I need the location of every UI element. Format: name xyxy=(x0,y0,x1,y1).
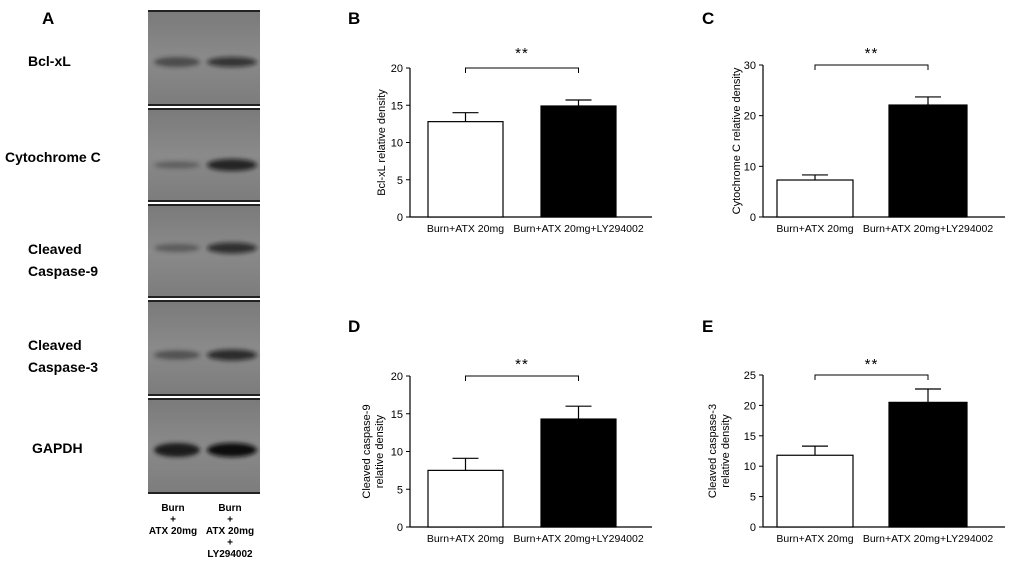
band-lane-1 xyxy=(154,443,200,457)
panel-letter-b: B xyxy=(348,9,360,28)
blot-label-bcl-xl: Bcl-xL xyxy=(28,53,71,69)
blot-label-cleaved-caspase-3: Caspase-3 xyxy=(28,359,98,375)
y-axis-label: Bcl-xL relative density xyxy=(376,89,388,196)
lane-label-2: ATX 20mg xyxy=(206,526,254,537)
bar-burn-atx xyxy=(776,179,854,218)
lane-label-1: Burn xyxy=(161,503,184,514)
x-category-label: Burn+ATX 20mg xyxy=(427,533,504,545)
lane-label-1: ATX 20mg xyxy=(149,526,197,537)
y-tick-label: 5 xyxy=(750,492,756,504)
y-tick-label: 15 xyxy=(744,431,756,443)
band-lane-1 xyxy=(154,244,200,252)
blot-label-cytochrome-c: Cytochrome C xyxy=(5,149,101,165)
x-category-label: Burn+ATX 20mg xyxy=(776,223,853,235)
panel-letter-c: C xyxy=(702,9,714,28)
bar-burn-atx-ly294002 xyxy=(540,418,617,528)
y-tick-label: 15 xyxy=(391,409,403,421)
significance-bracket xyxy=(814,374,929,380)
significance-label: ** xyxy=(515,356,529,373)
y-tick-label: 20 xyxy=(744,400,756,412)
panel-letter-d: D xyxy=(348,317,360,336)
blot-label-cleaved-caspase-9: Cleaved xyxy=(28,241,82,257)
blot-strip-cleaved-caspase-3 xyxy=(148,300,260,396)
y-tick-label: 0 xyxy=(750,522,756,534)
y-tick-label: 25 xyxy=(744,370,756,382)
x-category-label: Burn+ATX 20mg+LY294002 xyxy=(513,223,644,235)
y-axis-label: Cytochrome C relative density xyxy=(731,67,743,214)
x-category-label: Burn+ATX 20mg+LY294002 xyxy=(863,533,994,545)
y-tick-label: 20 xyxy=(744,111,756,123)
y-tick-label: 0 xyxy=(397,522,403,534)
bar-chart-d: D 0 5 10 15 20 Cleaved caspase-9 relative densi… xyxy=(348,317,652,545)
y-tick-label: 10 xyxy=(391,447,403,459)
significance-label: ** xyxy=(865,356,879,373)
y-axis-label: Cleaved caspase-9 xyxy=(361,404,373,498)
panel-letter-e: E xyxy=(702,317,713,336)
band-lane-1 xyxy=(154,350,200,360)
lane-label-2: + xyxy=(227,538,233,549)
y-tick-label: 30 xyxy=(744,60,756,72)
lane-label-2: Burn xyxy=(218,503,241,514)
y-tick-label: 15 xyxy=(391,100,403,112)
bar-burn-atx xyxy=(427,469,504,528)
bar-burn-atx xyxy=(427,121,504,218)
blot-strip-bcl-xl xyxy=(148,10,260,106)
bar-chart-e: E 0 5 10 15 20 25 Cleaved caspase-3 relative den… xyxy=(702,317,1005,545)
band-lane-1 xyxy=(154,57,200,67)
bar-burn-atx-ly294002 xyxy=(540,105,617,218)
band-lane-2 xyxy=(207,57,257,67)
x-category-label: Burn+ATX 20mg+LY294002 xyxy=(863,223,994,235)
band-lane-2 xyxy=(207,242,257,254)
blot-label-gapdh: GAPDH xyxy=(32,440,83,456)
y-tick-label: 0 xyxy=(750,212,756,224)
x-category-label: Burn+ATX 20mg xyxy=(776,533,853,545)
significance-label: ** xyxy=(865,45,879,62)
band-lane-2 xyxy=(207,443,257,457)
y-tick-label: 10 xyxy=(744,161,756,173)
blot-label-cleaved-caspase-3: Cleaved xyxy=(28,337,82,353)
bar-chart-b: B 0 5 10 15 20 Bcl-xL relative density Burn+ATX… xyxy=(348,9,652,235)
band-lane-2 xyxy=(207,159,257,171)
significance-label: ** xyxy=(515,45,529,62)
western-blot-panel: A Bcl-xL Cytochrome C Cleaved Caspase-9 Clea… xyxy=(5,9,260,560)
blot-strip-cytochrome-c xyxy=(148,108,260,202)
y-axis-label: Cleaved caspase-3 xyxy=(707,404,719,498)
lane-label-2: + xyxy=(227,515,233,526)
y-tick-label: 0 xyxy=(397,212,403,224)
panel-letter-a: A xyxy=(42,9,54,28)
blot-label-cleaved-caspase-9: Caspase-9 xyxy=(28,263,98,279)
y-axis-label: relative density xyxy=(720,414,732,488)
y-tick-label: 20 xyxy=(391,63,403,75)
bar-burn-atx-ly294002 xyxy=(888,104,968,218)
lane-label-1: + xyxy=(170,515,176,526)
band-lane-1 xyxy=(154,161,200,169)
blot-strip-gapdh xyxy=(148,398,260,494)
y-axis-label: relative density xyxy=(374,414,386,488)
bar-burn-atx xyxy=(776,454,854,528)
y-tick-label: 20 xyxy=(391,371,403,383)
lane-label-2: LY294002 xyxy=(207,549,253,560)
y-tick-label: 10 xyxy=(744,461,756,473)
x-category-label: Burn+ATX 20mg+LY294002 xyxy=(513,533,644,545)
bar-burn-atx-ly294002 xyxy=(888,401,968,528)
significance-bracket xyxy=(465,375,579,381)
significance-bracket xyxy=(814,64,929,70)
y-tick-label: 5 xyxy=(397,484,403,496)
blot-strip-cleaved-caspase-9 xyxy=(148,204,260,298)
y-tick-label: 5 xyxy=(397,175,403,187)
significance-bracket xyxy=(465,67,579,73)
y-tick-label: 10 xyxy=(391,138,403,150)
x-category-label: Burn+ATX 20mg xyxy=(427,223,504,235)
band-lane-2 xyxy=(207,349,257,361)
